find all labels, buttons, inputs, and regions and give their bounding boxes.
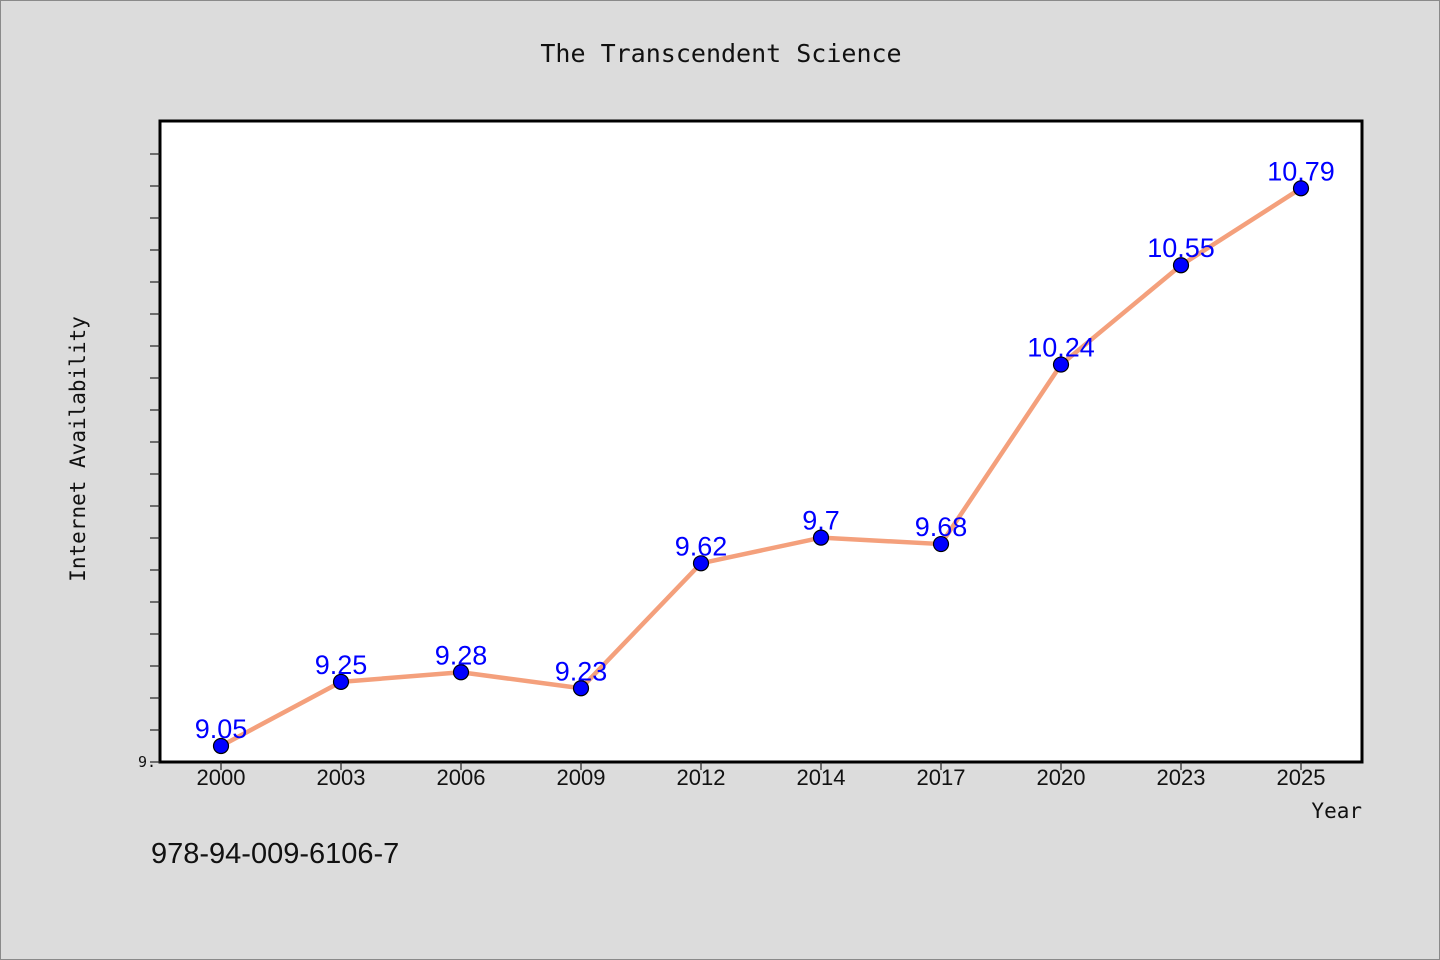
data-label: 10.79 (1267, 156, 1335, 186)
x-tick-label: 2003 (317, 765, 366, 790)
y-axis-ticks (150, 153, 160, 763)
data-point (332, 673, 350, 690)
data-point (692, 555, 710, 572)
data-label: 9.05 (195, 714, 248, 744)
y-axis-label: Internet Availability (66, 316, 90, 582)
data-label: 9.62 (675, 531, 728, 561)
plot-area (158, 119, 1364, 764)
isbn-text: 978-94-009-6106-7 (151, 838, 399, 870)
series-layer: 9.05 9.25 9.28 9.23 9.62 9.7 9.68 10.24 10.55 10.… (195, 156, 1335, 755)
x-tick-label: 2023 (1157, 765, 1206, 790)
x-tick-label: 2012 (677, 765, 726, 790)
data-label: 10.55 (1147, 233, 1215, 263)
data-point (932, 535, 950, 553)
data-label: 10.24 (1027, 333, 1095, 363)
x-tick-label: 2014 (797, 765, 846, 790)
x-tick-label: 2017 (917, 765, 966, 790)
data-point (1052, 356, 1070, 373)
data-label: 9.25 (315, 650, 368, 680)
data-label: 9.28 (435, 640, 488, 670)
data-point (1172, 257, 1190, 274)
x-axis-ticks: 2000 2003 2006 2009 2012 2014 2017 2020 2023 2025 (197, 762, 1326, 790)
chart-title: The Transcendent Science (540, 39, 901, 68)
data-point (812, 529, 830, 546)
x-tick-label: 2009 (557, 765, 606, 790)
data-point (212, 737, 230, 755)
x-tick-label: 2025 (1277, 765, 1326, 790)
data-label: 9.68 (915, 512, 968, 542)
x-tick-label: 2020 (1037, 765, 1086, 790)
x-axis-label: Year (1311, 799, 1362, 823)
x-tick-label: 2000 (197, 765, 246, 790)
data-point (572, 680, 590, 697)
data-label: 9.7 (802, 506, 840, 536)
series-line (218, 186, 1304, 749)
data-point (452, 664, 470, 681)
data-point (1292, 180, 1310, 197)
y-tick-label: 9. (138, 753, 156, 771)
x-tick-label: 2006 (437, 765, 486, 790)
data-label: 9.23 (555, 656, 608, 686)
